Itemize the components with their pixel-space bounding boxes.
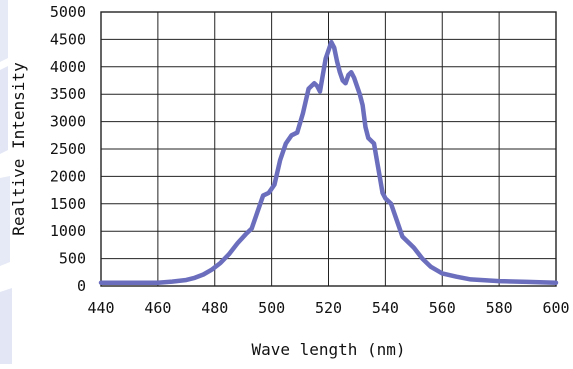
x-axis-label: Wave length (nm) [251,340,405,359]
y-tick-label: 3500 [50,85,86,103]
y-tick-labels: 0 500 1000 1500 2000 2500 3000 3500 4000 4500 5000 [50,3,86,295]
x-tick-label: 480 [201,299,228,317]
y-tick-label: 500 [59,250,86,268]
intensity-series-line [98,39,559,285]
y-tick-label: 4000 [50,58,86,76]
y-tick-label: 2000 [50,167,86,185]
y-tick-label: 0 [77,277,86,295]
y-tick-label: 1000 [50,222,86,240]
x-tick-label: 440 [87,299,114,317]
x-tick-label: 460 [144,299,171,317]
x-tick-label: 560 [429,299,456,317]
x-tick-label: 540 [372,299,399,317]
x-tick-label: 520 [315,299,342,317]
x-tick-labels: 440 460 480 500 520 540 560 580 600 [87,299,569,317]
y-tick-label: 2500 [50,140,86,158]
y-tick-label: 1500 [50,195,86,213]
y-tick-label: 4500 [50,30,86,48]
y-tick-label: 3000 [50,113,86,131]
x-tick-label: 580 [486,299,513,317]
x-tick-label: 600 [542,299,569,317]
left-background-band [0,0,96,364]
x-tick-label: 500 [258,299,285,317]
background-decoration [0,0,96,364]
y-axis-label: Realtive Intensity [9,62,28,236]
plot-frame [100,11,557,287]
y-tick-label: 5000 [50,3,86,21]
